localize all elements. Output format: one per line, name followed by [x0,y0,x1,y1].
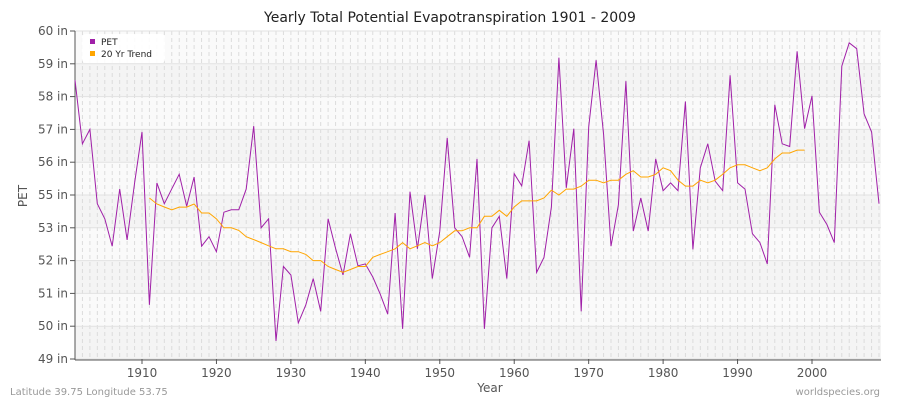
y-axis-ticks: 60 in 59 in 58 in 57 in 56 in 55 in 53 in 52 in… [38,24,75,366]
chart-title: Yearly Total Potential Evapotranspiratio… [263,10,636,26]
legend-label-pet: PET [101,38,118,48]
x-axis-ticks: 1910 1920 1930 1940 1950 1960 1970 1980 1990 2000 [127,359,828,380]
y-tick-label: 50 in [38,319,68,333]
series-lines [74,41,880,342]
legend-label-trend: 20 Yr Trend [101,50,152,60]
x-axis-label: Year [476,381,502,395]
y-tick-label: 51 in [38,286,68,300]
legend-swatch-pet [90,39,95,44]
y-tick-label: 60 in [38,24,68,38]
legend: PET 20 Yr Trend [82,34,165,63]
x-tick-label: 1950 [425,366,456,380]
y-tick-label: 52 in [38,254,68,268]
footer-source: worldspecies.org [796,387,880,398]
y-axis-label: PET [16,184,30,207]
y-tick-label: 55 in [38,188,68,202]
legend-box [82,34,165,63]
legend-swatch-trend [90,51,95,56]
y-tick-label: 58 in [38,90,68,104]
x-tick-label: 1920 [201,366,232,380]
x-tick-label: 1940 [350,366,381,380]
horizontal-gridlines [75,30,881,360]
y-tick-label: 57 in [38,122,68,136]
x-tick-label: 1980 [648,366,679,380]
y-tick-label: 49 in [38,352,68,366]
x-tick-label: 1970 [573,366,604,380]
footer-location: Latitude 39.75 Longitude 53.75 [10,387,168,398]
x-tick-label: 1960 [499,366,530,380]
y-tick-label: 53 in [38,221,68,235]
y-tick-label: 59 in [38,57,68,71]
x-tick-label: 1990 [722,366,753,380]
x-tick-label: 1930 [276,366,307,380]
x-tick-label: 1910 [127,366,158,380]
x-tick-label: 2000 [797,366,828,380]
y-tick-label: 56 in [38,155,68,169]
